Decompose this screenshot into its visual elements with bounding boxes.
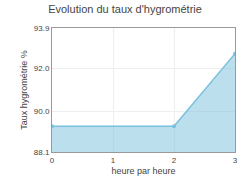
svg-text:1: 1 xyxy=(111,156,116,165)
svg-text:88.1: 88.1 xyxy=(34,148,50,157)
svg-text:92.0: 92.0 xyxy=(34,64,50,73)
svg-text:93.9: 93.9 xyxy=(34,24,50,33)
svg-text:heure par heure: heure par heure xyxy=(111,166,175,176)
svg-text:Evolution du taux d'hygrométri: Evolution du taux d'hygrométrie xyxy=(48,3,202,15)
svg-text:2: 2 xyxy=(172,156,177,165)
svg-text:Taux hygrométrie %: Taux hygrométrie % xyxy=(19,50,29,130)
svg-text:0: 0 xyxy=(50,156,55,165)
svg-text:90.0: 90.0 xyxy=(34,107,50,116)
svg-text:3: 3 xyxy=(233,156,238,165)
